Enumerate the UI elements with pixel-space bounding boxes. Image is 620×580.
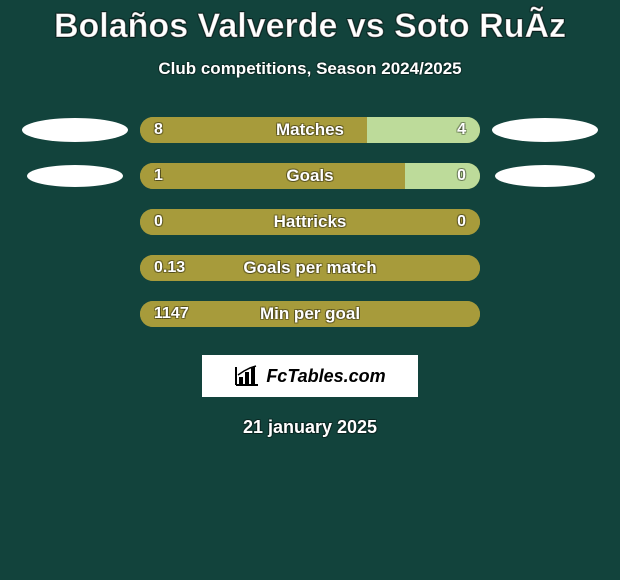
logo-text: FcTables.com xyxy=(266,366,385,387)
stat-row: 0 Hattricks 0 xyxy=(10,209,610,235)
player-ellipse-right xyxy=(492,118,598,142)
player-ellipse-right xyxy=(495,165,595,187)
stat-bar: 0.13 Goals per match xyxy=(140,255,480,281)
bar-chart-icon xyxy=(234,365,260,387)
left-side xyxy=(10,301,140,327)
right-side xyxy=(480,209,610,235)
right-side xyxy=(480,255,610,281)
footer-date: 21 january 2025 xyxy=(0,417,620,438)
player-ellipse-left xyxy=(27,165,123,187)
right-side xyxy=(480,163,610,189)
stat-bar: 0 Hattricks 0 xyxy=(140,209,480,235)
bar-left-fill xyxy=(140,209,480,235)
right-side xyxy=(480,117,610,143)
bar-right-fill xyxy=(405,163,480,189)
bar-right-fill xyxy=(367,117,480,143)
stat-bar: 1 Goals 0 xyxy=(140,163,480,189)
left-side xyxy=(10,255,140,281)
left-side xyxy=(10,209,140,235)
stat-bar: 8 Matches 4 xyxy=(140,117,480,143)
player-ellipse-left xyxy=(22,118,128,142)
stat-bar: 1147 Min per goal xyxy=(140,301,480,327)
right-side xyxy=(480,301,610,327)
stat-row: 8 Matches 4 xyxy=(10,117,610,143)
bar-left-fill xyxy=(140,301,480,327)
stat-rows: 8 Matches 4 1 Goals 0 xyxy=(0,117,620,327)
comparison-infographic: Bolaños Valverde vs Soto RuÃ­z Club comp… xyxy=(0,0,620,580)
page-subtitle: Club competitions, Season 2024/2025 xyxy=(0,59,620,79)
logo-box: FcTables.com xyxy=(202,355,418,397)
left-side xyxy=(10,117,140,143)
left-side xyxy=(10,163,140,189)
bar-left-fill xyxy=(140,117,367,143)
stat-row: 1 Goals 0 xyxy=(10,163,610,189)
stat-row: 1147 Min per goal xyxy=(10,301,610,327)
bar-left-fill xyxy=(140,163,405,189)
bar-left-fill xyxy=(140,255,480,281)
page-title: Bolaños Valverde vs Soto RuÃ­z xyxy=(0,0,620,45)
stat-row: 0.13 Goals per match xyxy=(10,255,610,281)
